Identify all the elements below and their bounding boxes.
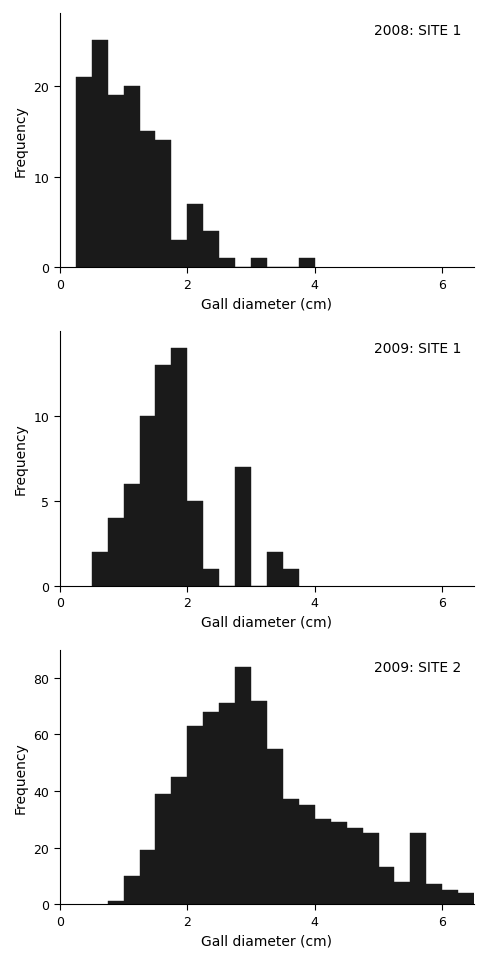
Bar [267, 749, 283, 904]
Bar [156, 366, 171, 586]
Y-axis label: Frequency: Frequency [14, 105, 28, 177]
Bar [299, 259, 315, 268]
Bar [187, 502, 203, 586]
Bar [140, 132, 156, 268]
Bar [267, 553, 283, 586]
Bar [442, 890, 458, 904]
Bar [187, 727, 203, 904]
Bar [379, 868, 394, 904]
Bar [108, 901, 123, 904]
Bar [108, 95, 123, 268]
Bar [123, 875, 140, 904]
Bar [171, 349, 187, 586]
Bar [123, 484, 140, 586]
Bar [203, 232, 219, 268]
Bar [171, 777, 187, 904]
Bar [363, 833, 379, 904]
X-axis label: Gall diameter (cm): Gall diameter (cm) [202, 297, 332, 311]
Bar [219, 259, 235, 268]
Y-axis label: Frequency: Frequency [14, 741, 28, 813]
Bar [235, 467, 251, 586]
Bar [171, 241, 187, 268]
Text: 2008: SITE 1: 2008: SITE 1 [374, 24, 462, 38]
Bar [283, 800, 299, 904]
Bar [156, 141, 171, 268]
Text: 2009: SITE 2: 2009: SITE 2 [374, 660, 462, 674]
Bar [187, 205, 203, 268]
Bar [203, 569, 219, 586]
Bar [394, 881, 410, 904]
Bar [346, 828, 363, 904]
Bar [315, 820, 331, 904]
Bar [251, 259, 267, 268]
Bar [108, 518, 123, 586]
Bar [123, 86, 140, 268]
Bar [458, 893, 474, 904]
Bar [203, 712, 219, 904]
Bar [251, 701, 267, 904]
Bar [219, 703, 235, 904]
Bar [410, 833, 427, 904]
Bar [283, 569, 299, 586]
Bar [92, 553, 108, 586]
Y-axis label: Frequency: Frequency [14, 423, 28, 495]
Bar [140, 417, 156, 586]
Bar [156, 794, 171, 904]
X-axis label: Gall diameter (cm): Gall diameter (cm) [202, 615, 332, 629]
Bar [92, 41, 108, 268]
Bar [299, 805, 315, 904]
Bar [140, 850, 156, 904]
Bar [331, 823, 346, 904]
Bar [235, 667, 251, 904]
X-axis label: Gall diameter (cm): Gall diameter (cm) [202, 933, 332, 948]
Text: 2009: SITE 1: 2009: SITE 1 [374, 342, 462, 357]
Bar [76, 78, 92, 268]
Bar [427, 884, 442, 904]
